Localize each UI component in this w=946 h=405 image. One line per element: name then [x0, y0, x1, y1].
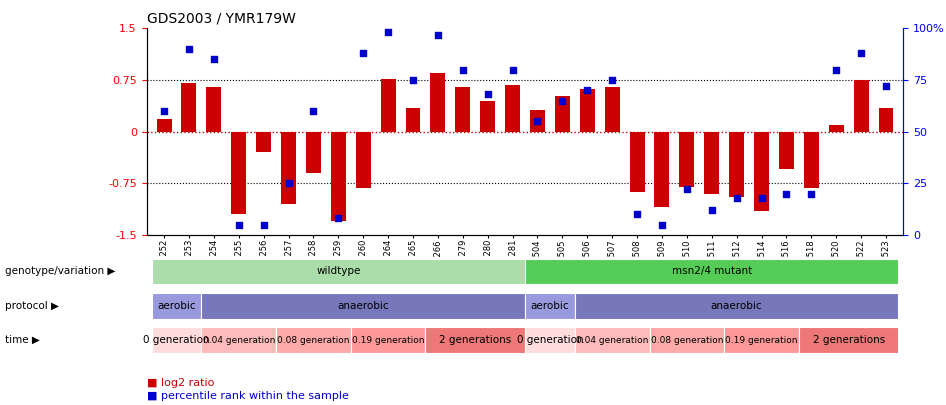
Point — [356, 50, 371, 56]
Text: 2 generations: 2 generations — [439, 335, 512, 345]
Bar — [630, 132, 644, 192]
Text: 0.04 generation: 0.04 generation — [576, 336, 648, 345]
Point — [256, 221, 272, 228]
Bar — [276, 327, 351, 353]
Bar — [201, 327, 276, 353]
Text: aerobic: aerobic — [531, 301, 569, 311]
Point — [281, 180, 296, 186]
Point — [231, 221, 246, 228]
Bar — [779, 132, 794, 169]
Bar — [151, 327, 201, 353]
Bar — [426, 327, 525, 353]
Point — [430, 31, 446, 38]
Text: 0.08 generation: 0.08 generation — [651, 336, 723, 345]
Text: anaerobic: anaerobic — [338, 301, 389, 311]
Point — [629, 211, 644, 217]
Point — [331, 215, 346, 222]
Bar — [679, 132, 694, 187]
Text: ■ percentile rank within the sample: ■ percentile rank within the sample — [147, 391, 348, 401]
Bar — [206, 87, 221, 132]
Text: 0 generation: 0 generation — [143, 335, 210, 345]
Bar — [481, 100, 495, 132]
Point — [530, 118, 545, 125]
Text: 2 generations: 2 generations — [813, 335, 885, 345]
Text: genotype/variation ▶: genotype/variation ▶ — [5, 266, 115, 276]
Bar — [754, 132, 769, 211]
Text: GDS2003 / YMR179W: GDS2003 / YMR179W — [147, 12, 295, 26]
Point — [505, 66, 520, 73]
Bar — [525, 259, 899, 284]
Point — [729, 194, 745, 201]
Text: anaerobic: anaerobic — [710, 301, 762, 311]
Point — [580, 87, 595, 94]
Bar — [406, 108, 420, 132]
Bar — [575, 327, 650, 353]
Point — [704, 207, 719, 213]
Bar — [231, 132, 246, 214]
Point — [853, 50, 868, 56]
Bar — [151, 293, 201, 318]
Text: msn2/4 mutant: msn2/4 mutant — [672, 266, 752, 276]
Point — [306, 108, 321, 114]
Text: ■ log2 ratio: ■ log2 ratio — [147, 378, 214, 388]
Point — [679, 186, 694, 193]
Point — [829, 66, 844, 73]
Bar — [580, 89, 595, 132]
Bar — [853, 80, 868, 132]
Bar — [804, 132, 819, 188]
Text: wildtype: wildtype — [316, 266, 360, 276]
Bar — [151, 259, 525, 284]
Point — [455, 66, 470, 73]
Bar — [306, 132, 321, 173]
Point — [554, 98, 569, 104]
Bar — [281, 132, 296, 204]
Text: 0 generation: 0 generation — [517, 335, 584, 345]
Bar — [650, 327, 725, 353]
Bar — [525, 327, 575, 353]
Text: time ▶: time ▶ — [5, 335, 40, 345]
Bar — [525, 293, 575, 318]
Bar — [430, 73, 446, 132]
Point — [804, 190, 819, 197]
Bar — [331, 132, 346, 221]
Point — [380, 29, 395, 36]
Point — [406, 77, 421, 83]
Bar — [604, 87, 620, 132]
Bar — [157, 119, 171, 132]
Bar — [575, 293, 899, 318]
Bar — [704, 132, 719, 194]
Text: protocol ▶: protocol ▶ — [5, 301, 59, 311]
Point — [182, 46, 197, 52]
Bar — [256, 132, 272, 152]
Bar — [655, 132, 670, 207]
Point — [481, 91, 496, 98]
Bar — [455, 87, 470, 132]
Bar — [356, 132, 371, 188]
Point — [604, 77, 620, 83]
Point — [156, 108, 171, 114]
Bar — [829, 125, 844, 132]
Point — [754, 194, 769, 201]
Bar — [555, 96, 569, 132]
Point — [655, 221, 670, 228]
Bar — [182, 83, 197, 132]
Bar — [380, 79, 395, 132]
Bar — [729, 132, 745, 197]
Text: 0.19 generation: 0.19 generation — [352, 336, 425, 345]
Point — [879, 83, 894, 90]
Bar — [725, 327, 798, 353]
Bar — [201, 293, 525, 318]
Point — [779, 190, 794, 197]
Bar — [530, 110, 545, 132]
Text: aerobic: aerobic — [157, 301, 196, 311]
Text: 0.08 generation: 0.08 generation — [277, 336, 350, 345]
Text: 0.04 generation: 0.04 generation — [202, 336, 275, 345]
Bar — [351, 327, 426, 353]
Bar — [505, 85, 520, 132]
Bar — [798, 327, 899, 353]
Bar — [879, 108, 893, 132]
Text: 0.19 generation: 0.19 generation — [726, 336, 797, 345]
Point — [206, 56, 221, 63]
